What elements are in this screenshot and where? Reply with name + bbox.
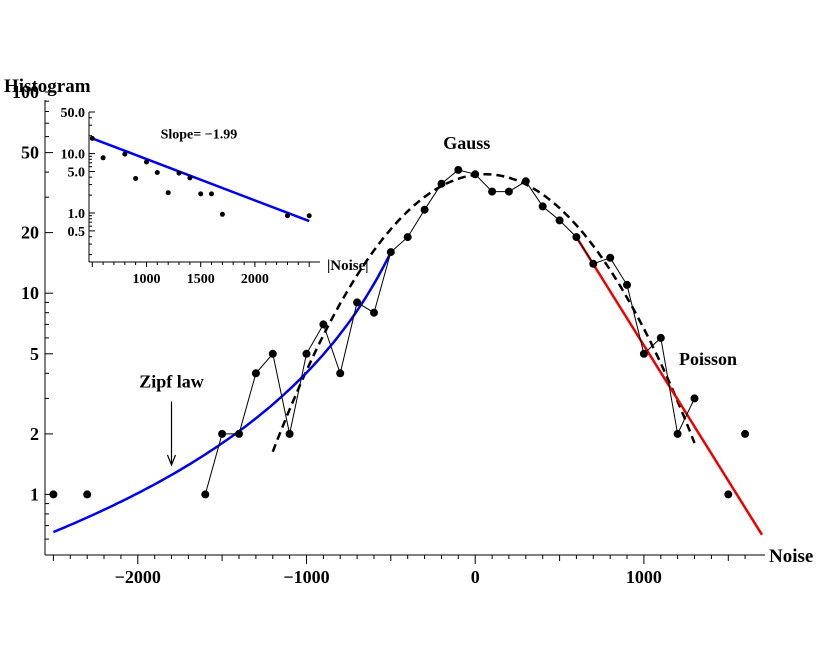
y-tick-label: 10 [21,283,39,303]
main-y-ticks: 1 2 5 10 20 50 100 [12,82,53,556]
zipf-law-label: Zipf law [139,372,204,392]
inset-data-points [89,135,312,219]
inset-x-ticks: 1000 1500 2000 [91,262,310,287]
y-tick-label: 20 [21,223,39,243]
poisson-label: Poisson [679,349,737,369]
data-point [302,349,311,358]
zipf-law-curve [52,251,392,534]
inset-data-point [144,159,149,165]
inset-y-tick-label: 0.5 [68,225,86,240]
y-tick-label: 100 [12,82,39,102]
data-point [353,298,362,307]
x-axis-label: Noise [769,546,813,567]
x-tick-label: 0 [471,567,480,587]
inset-x-tick-label: 1000 [133,272,161,287]
data-point [454,165,463,174]
data-point [251,369,260,378]
inset-y-ticks: 0.5 1.0 5.0 10.0 50.0 [61,106,95,256]
data-point [471,170,480,179]
inset-y-tick-label: 10.0 [61,148,86,163]
y-tick-label: 2 [30,424,39,444]
inset-data-point [209,191,214,197]
data-point [673,429,682,438]
data-point [49,490,58,499]
zipf-arrow-head [166,454,177,467]
data-point [538,202,547,211]
y-tick-label: 50 [21,143,39,163]
inset-data-point [219,211,225,217]
data-point [504,187,513,196]
x-tick-label: −2000 [115,567,161,587]
data-point [589,259,598,268]
data-point [741,429,750,438]
data-point [639,349,648,358]
data-point [623,280,631,289]
data-point [386,248,395,257]
data-point [403,233,412,242]
data-point [201,490,210,499]
data-point [268,349,277,358]
inset-data-point [187,175,193,181]
data-point [488,187,497,196]
gauss-label: Gauss [443,133,490,153]
inset-data-point [165,190,171,196]
data-connect-line [204,169,695,495]
data-point [370,308,378,317]
slope-label: Slope= −1.99 [161,127,238,142]
data-point [606,253,615,262]
main-x-ticks: −2000 −1000 0 1000 [52,555,746,587]
inset-data-point [198,191,204,197]
data-point [437,179,446,188]
data-point [690,394,699,403]
data-point [521,177,530,186]
y-tick-label: 1 [30,484,39,504]
inset-x-tick-label: 2000 [241,272,269,287]
inset-data-point [154,170,160,175]
data-point [420,205,429,214]
inset-data-point [89,135,95,141]
inset-x-axis-label: |Noise| [327,258,369,274]
inset-y-tick-label: 1.0 [68,207,86,222]
inset-y-tick-label: 50.0 [61,106,86,121]
data-point [656,333,665,342]
inset-data-point [122,151,128,157]
inset-y-tick-label: 5.0 [68,166,86,181]
data-point [555,216,564,225]
data-point [83,490,92,499]
gauss-curve [271,173,696,453]
data-point [572,233,581,242]
inset-x-tick-label: 1500 [187,272,215,287]
main-data-points [49,165,750,499]
x-tick-label: 1000 [626,567,662,587]
data-point [336,369,345,378]
y-axis-label: Histogram [4,76,91,97]
data-point [319,320,328,329]
data-point [724,490,733,499]
main-annotations: Gauss Zipf law Poisson [139,133,737,467]
inset-data-point [100,155,106,161]
inset-annotations: Slope= −1.99 [161,127,238,142]
main-chart: 1 2 5 10 20 50 100 −2000 −1000 0 1000 Histogram N… [4,76,813,587]
inset-chart: 0.5 1.0 5.0 10.0 50.0 1000 1500 2000 |Noise| S… [61,106,369,287]
inset-data-point [306,213,312,219]
inset-data-point [285,213,290,219]
inset-data-point [133,176,139,181]
data-point [285,429,294,438]
y-tick-label: 5 [30,344,39,364]
inset-data-point [176,170,182,176]
x-tick-label: −1000 [283,567,329,587]
inset-fit-line [91,137,310,223]
data-point [218,429,227,438]
data-point [235,429,243,438]
